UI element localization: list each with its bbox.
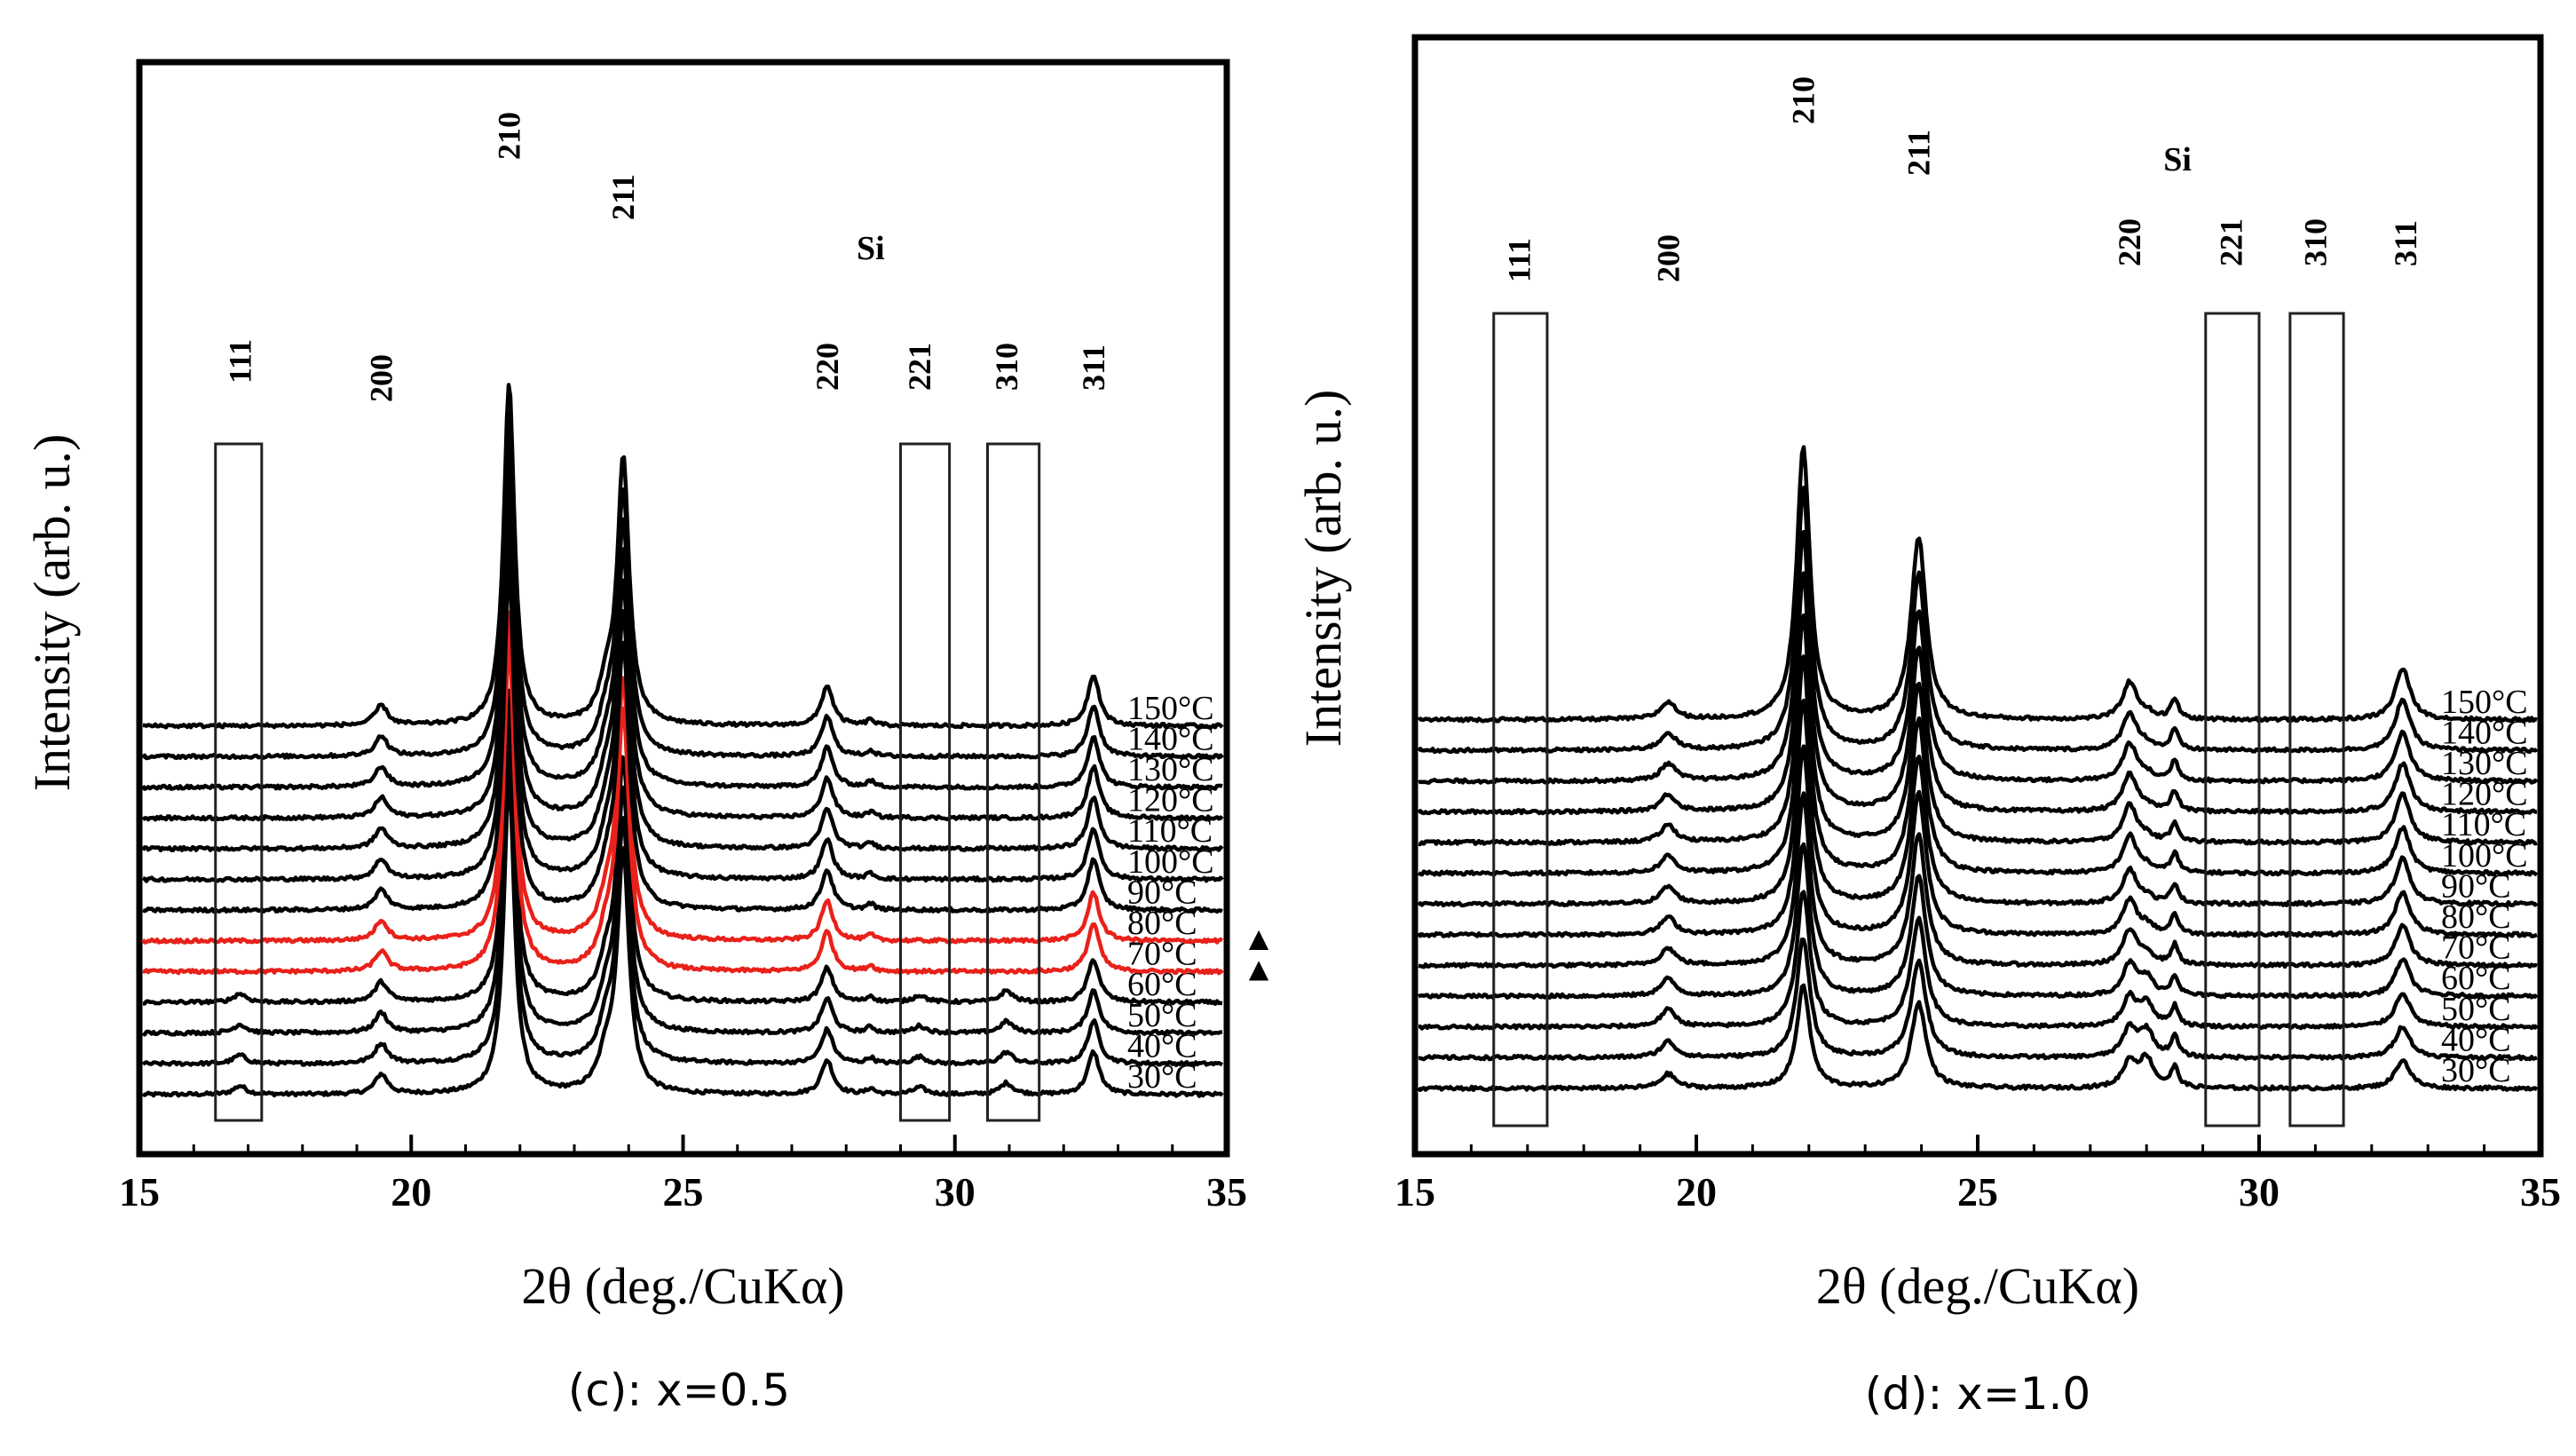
peak-label-221: 221	[902, 343, 937, 391]
series-marker: ▲	[1242, 921, 1276, 958]
series-line-30°C	[1417, 983, 2539, 1093]
series-line-100°C	[1417, 654, 2539, 877]
y-axis-label: Intensity (arb. u.)	[23, 434, 81, 792]
peak-label-310: 310	[2297, 218, 2333, 266]
series-line-40°C	[141, 750, 1224, 1068]
peak-label-311: 311	[1076, 344, 1111, 391]
series-line-140°C	[141, 415, 1224, 761]
series-line-70°C	[1418, 791, 2538, 969]
series-line-40°C	[1418, 937, 2538, 1062]
panel-caption: (c): x=0.5	[568, 1365, 790, 1416]
peak-label-210: 210	[492, 112, 527, 160]
highlight-box	[899, 442, 952, 1122]
highlight-box	[986, 442, 1041, 1122]
series-line-150°C	[1417, 445, 2538, 724]
si-label: Si	[857, 230, 885, 267]
peak-label-211: 211	[1900, 130, 1936, 176]
series-line-130°C	[1418, 529, 2539, 785]
y-axis-label: Intensity (arb. u.)	[1294, 390, 1352, 748]
series-marker: ▲	[1242, 952, 1276, 989]
series-line-150°C	[142, 383, 1224, 730]
series-line-50°C	[141, 718, 1223, 1037]
series-line-120°C	[1417, 571, 2538, 816]
x-tick-label: 30	[935, 1169, 976, 1215]
series-line-110°C	[141, 504, 1224, 853]
chart-panel-1: 30°C40°C50°C60°C70°C80°C90°C100°C110°C12…	[1294, 34, 2561, 1420]
peak-label-111: 111	[222, 339, 257, 384]
series-line-90°C	[1417, 698, 2539, 908]
peak-label-220: 220	[810, 343, 845, 391]
highlight-box	[214, 442, 264, 1122]
plot-frame	[136, 59, 1230, 1158]
x-tick-label: 20	[1676, 1169, 1717, 1215]
series-line-110°C	[1418, 613, 2538, 847]
series-line-60°C	[1418, 842, 2539, 1001]
peak-label-111: 111	[1501, 238, 1537, 282]
highlight-box	[2288, 312, 2345, 1128]
series-label: 150°C	[2441, 684, 2528, 721]
x-tick-label: 35	[1206, 1169, 1247, 1215]
plot-frame	[1411, 34, 2544, 1158]
series-line-130°C	[141, 446, 1223, 791]
x-tick-label: 30	[2239, 1169, 2280, 1215]
x-tick-label: 15	[119, 1169, 160, 1215]
x-tick-label: 25	[1957, 1169, 1998, 1215]
series-line-80°C	[141, 610, 1224, 945]
x-axis-label: 2θ (deg./CuKα)	[1816, 1257, 2139, 1315]
series-label: 150°C	[1127, 690, 1214, 727]
x-tick-label: 25	[663, 1169, 704, 1215]
peak-label-200: 200	[1650, 234, 1686, 282]
series-line-140°C	[1417, 486, 2539, 755]
peak-label-221: 221	[2213, 218, 2248, 266]
x-tick-label: 35	[2520, 1169, 2561, 1215]
peak-label-310: 310	[989, 343, 1024, 391]
x-axis-label: 2θ (deg./CuKα)	[521, 1257, 844, 1315]
panel-caption: (d): x=1.0	[1865, 1368, 2091, 1420]
series-line-120°C	[141, 476, 1224, 822]
highlight-box	[2204, 312, 2261, 1128]
series-line-60°C	[142, 688, 1223, 1007]
series-line-80°C	[1417, 744, 2538, 938]
x-tick-label: 20	[391, 1169, 431, 1215]
si-label: Si	[2163, 141, 2192, 178]
series-line-90°C	[142, 566, 1223, 914]
x-tick-label: 15	[1395, 1169, 1435, 1215]
series-line-50°C	[1418, 890, 2539, 1031]
highlight-box	[1492, 312, 1549, 1128]
peak-label-210: 210	[1785, 76, 1821, 124]
series-line-70°C	[142, 640, 1224, 976]
series-line-30°C	[141, 779, 1224, 1098]
series-line-100°C	[142, 536, 1224, 883]
peak-label-311: 311	[2388, 220, 2423, 266]
peak-label-220: 220	[2112, 218, 2147, 266]
peak-label-200: 200	[364, 354, 399, 402]
peak-label-211: 211	[605, 174, 641, 220]
chart-panel-0: 30°C40°C50°C60°C70°C ▲80°C ▲90°C100°C110°C…	[23, 59, 1276, 1416]
